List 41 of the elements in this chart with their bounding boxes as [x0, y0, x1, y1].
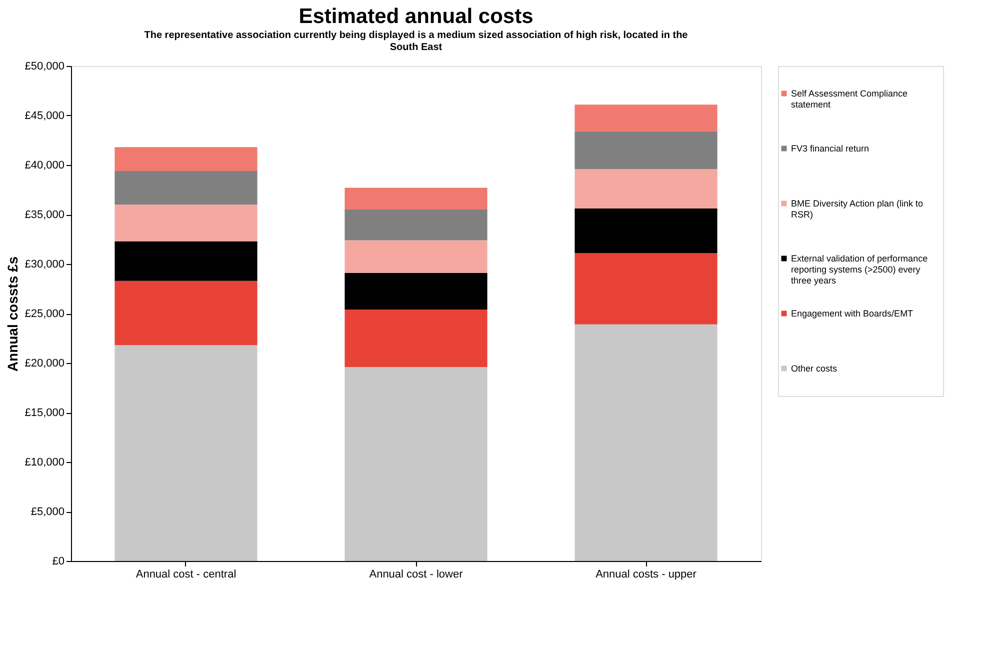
- bar: [574, 324, 718, 561]
- x-tick-label: Annual cost - central: [136, 568, 236, 580]
- bar: [114, 345, 258, 561]
- legend-label: BME Diversity Action plan (link to RSR): [791, 198, 924, 220]
- bar: [114, 241, 258, 281]
- bar: [344, 210, 488, 240]
- bar: [114, 280, 258, 346]
- bar: [344, 272, 488, 310]
- y-tick-label: £50,000: [24, 60, 64, 72]
- y-tick-label: £45,000: [24, 110, 64, 122]
- bar: [344, 240, 488, 273]
- bar: [114, 170, 258, 205]
- bar: [114, 204, 258, 242]
- y-tick-label: £5,000: [30, 506, 64, 518]
- y-axis-title: Annual cossts £s: [4, 256, 21, 372]
- y-tick-label: £10,000: [24, 456, 64, 468]
- legend-label: FV3 financial return: [791, 144, 870, 154]
- x-tick-label: Annual costs - upper: [596, 568, 697, 580]
- bar: [574, 104, 718, 132]
- y-tick-label: £20,000: [24, 358, 64, 370]
- y-tick-label: £35,000: [24, 209, 64, 221]
- bar: [574, 253, 718, 324]
- bar: [574, 168, 718, 209]
- bar: [344, 366, 488, 561]
- bar: [574, 131, 718, 169]
- legend-label: Other costs: [791, 364, 838, 374]
- legend-label: Engagement with Boards/EMT: [791, 308, 914, 318]
- y-tick-label: £25,000: [24, 308, 64, 320]
- bar: [574, 208, 718, 254]
- bar: [344, 310, 488, 367]
- chart-subtitle: The representative association currently being displayed is a medium sized association of high risk, located in the South East: [144, 30, 688, 53]
- legend-label: External validation of performance reporting systems (>2500) every three years: [791, 254, 928, 286]
- chart-title: Estimated annual costs: [298, 5, 534, 28]
- y-tick-label: £30,000: [24, 258, 64, 270]
- y-tick-label: £40,000: [24, 160, 64, 172]
- legend-label: Self Assessment Compliance statement: [791, 88, 908, 110]
- y-tick-label: £15,000: [24, 407, 64, 419]
- y-tick-label: £0: [52, 556, 64, 568]
- bar: [114, 147, 258, 171]
- x-tick-label: Annual cost - lower: [369, 568, 464, 580]
- bar: [344, 188, 488, 210]
